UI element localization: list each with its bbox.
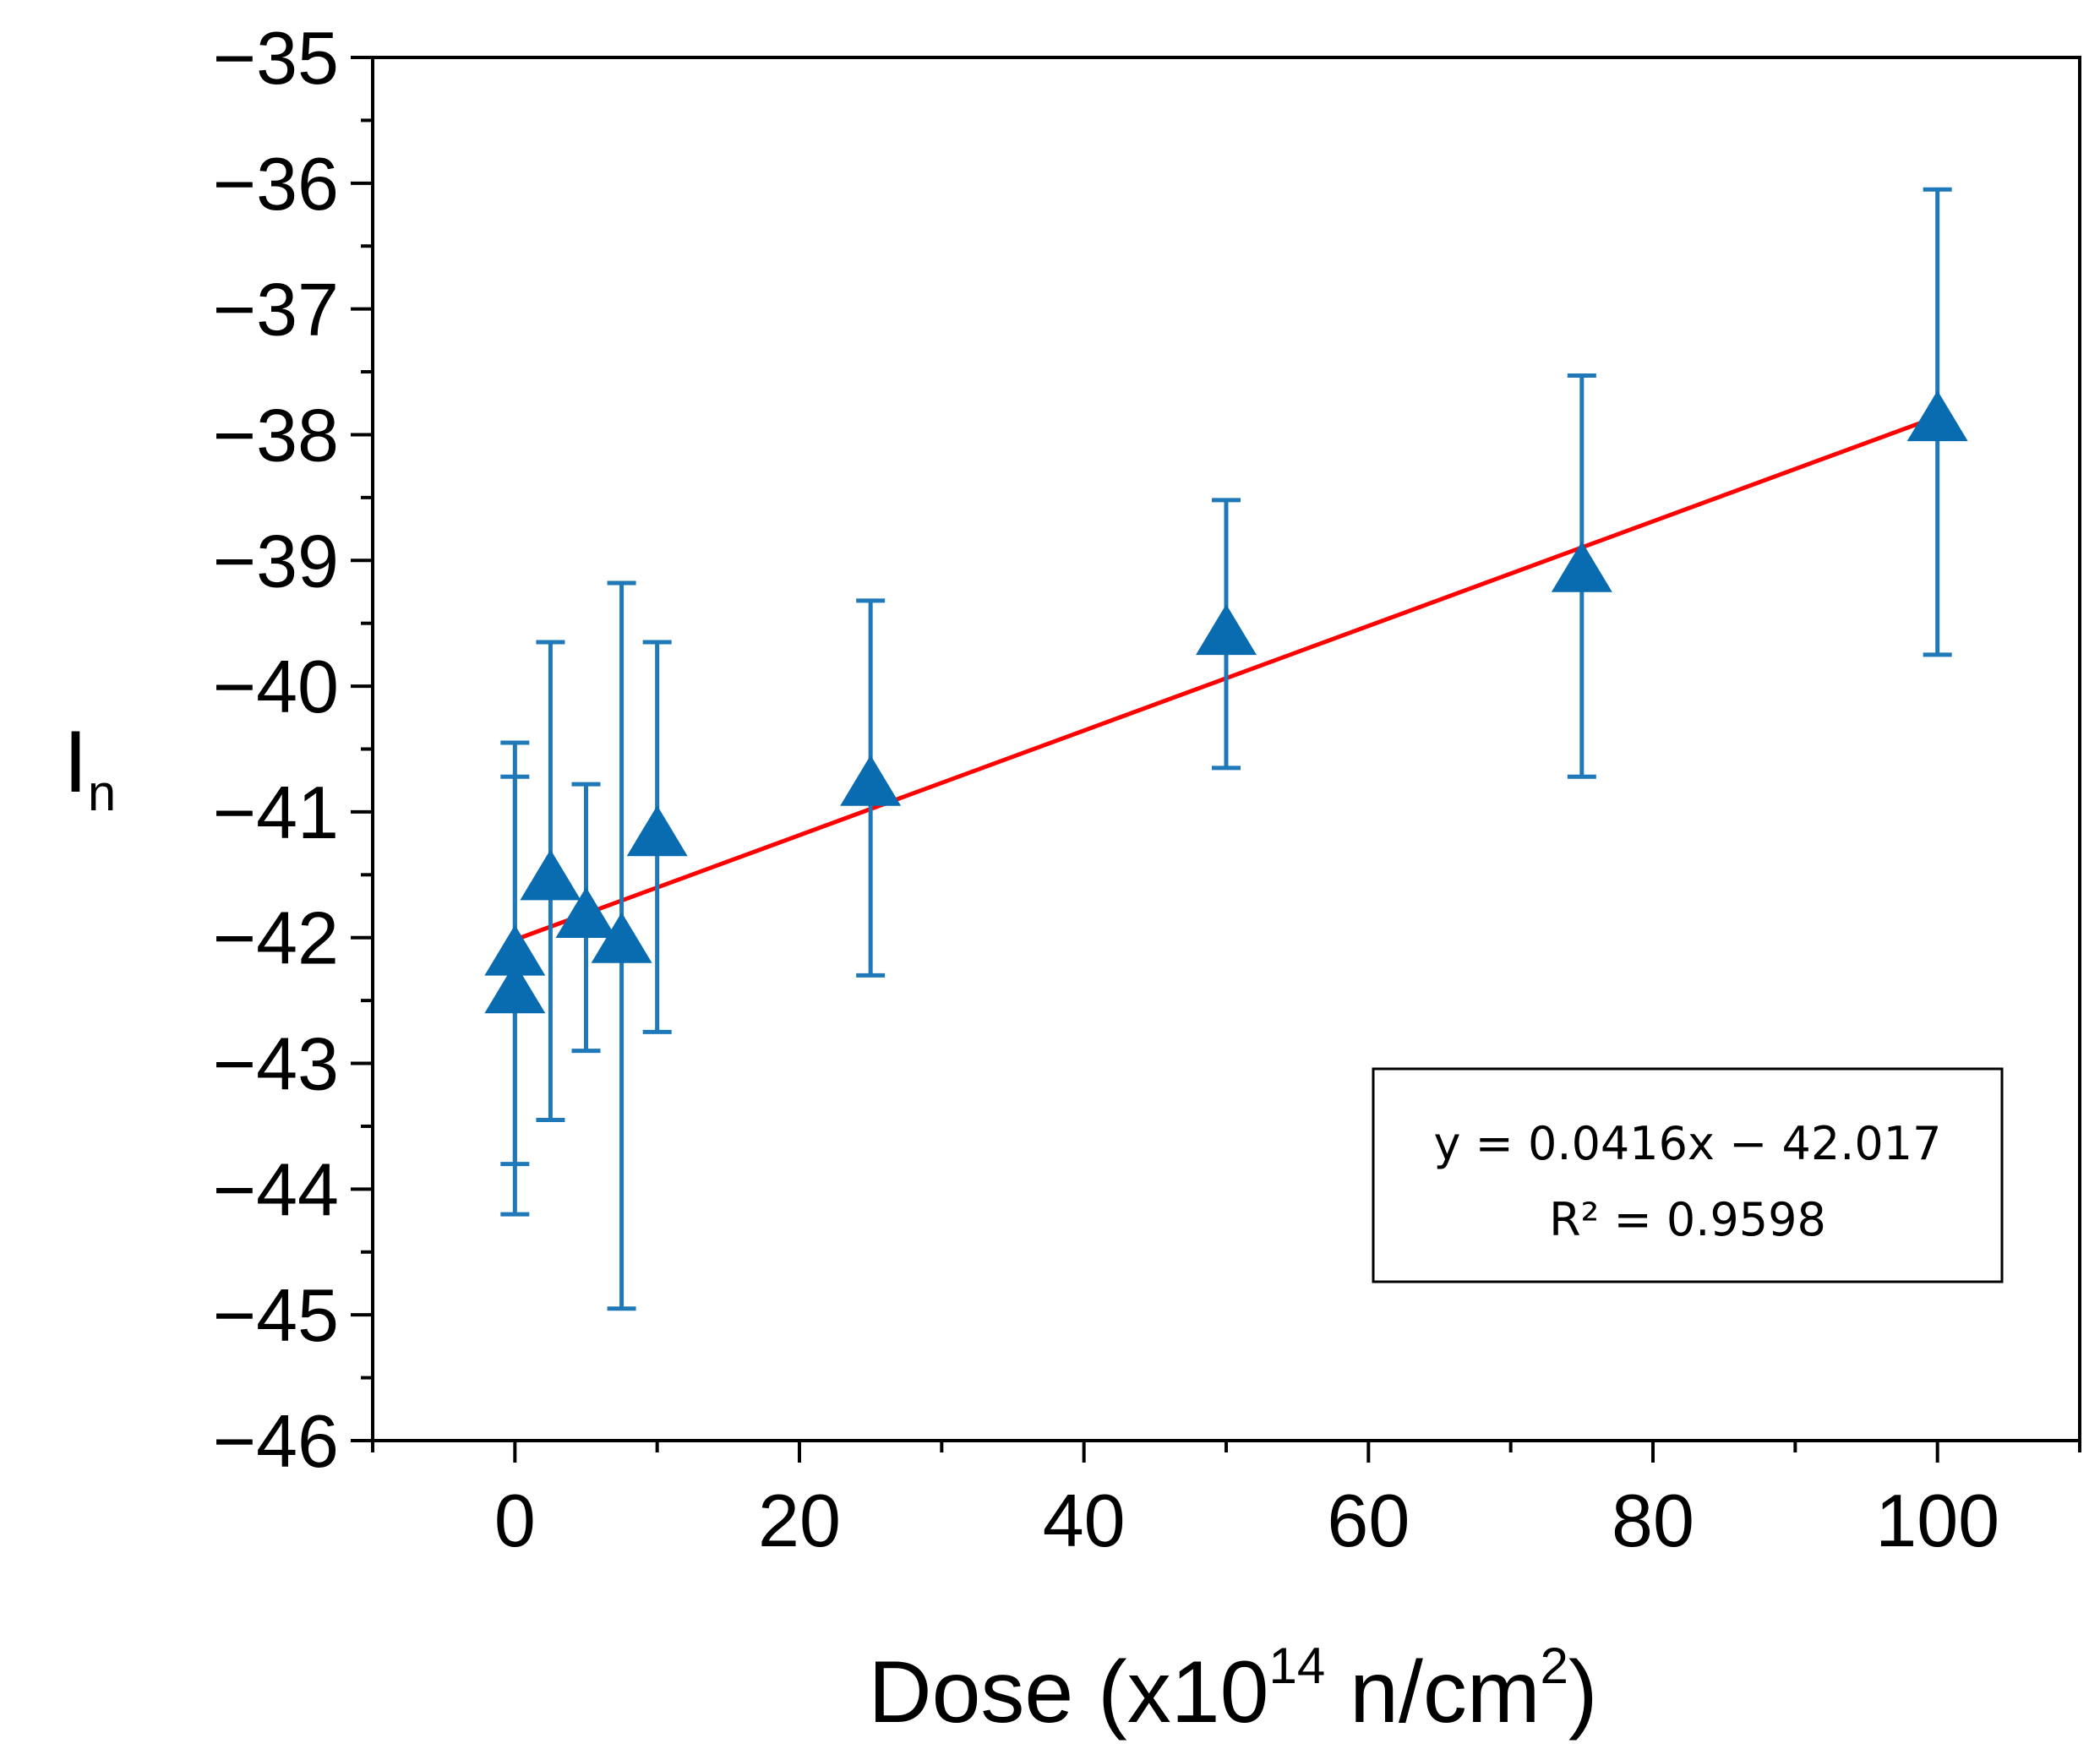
y-tick-label: −35 [213, 16, 339, 100]
y-tick-label: −41 [213, 771, 339, 854]
y-tick-label: −43 [213, 1022, 339, 1106]
x-axis-title-units: n/cm [1325, 1643, 1540, 1741]
x-axis-title-exponent: 14 [1268, 1637, 1325, 1694]
x-tick-label: 80 [1612, 1479, 1694, 1562]
y-tick-label: −40 [213, 645, 339, 728]
x-tick-label: 60 [1327, 1479, 1410, 1562]
y-tick-label: −37 [213, 268, 339, 351]
y-axis-ticks [351, 56, 373, 1442]
x-axis-title: Dose (x1014 n/cm2) [868, 1637, 1597, 1741]
data-point-triangle [626, 805, 688, 857]
data-point-triangle [840, 755, 902, 806]
data-point-triangle [1551, 541, 1612, 592]
data-point-triangle [1906, 390, 1968, 442]
data-point-triangle [1196, 604, 1257, 656]
equation-box [1372, 1067, 2004, 1283]
y-tick-label: −45 [213, 1273, 339, 1357]
data-markers [484, 390, 1968, 1014]
x-tick-label: 100 [1875, 1479, 1999, 1562]
data-point-triangle [484, 962, 546, 1014]
y-tick-label: −46 [213, 1399, 339, 1483]
y-tick-label: −36 [213, 142, 339, 226]
x-axis-tick-labels: 0 20 40 60 80 100 [494, 1479, 1999, 1562]
x-tick-label: 40 [1043, 1479, 1126, 1562]
y-tick-label: −39 [213, 519, 339, 602]
x-axis-ticks [371, 1441, 2081, 1463]
y-tick-label: −44 [213, 1147, 339, 1231]
x-axis-title-main: Dose (x10 [868, 1643, 1268, 1741]
y-axis-title-subscript: n [88, 765, 116, 821]
data-point-triangle [555, 886, 617, 938]
y-axis-title-main: I [63, 713, 88, 811]
data-point-triangle [484, 924, 546, 976]
y-axis-title: In [63, 713, 116, 821]
data-point-triangle [591, 912, 652, 963]
data-point-triangle [520, 849, 581, 901]
x-axis-title-exponent-2: 2 [1541, 1637, 1568, 1694]
y-tick-label: −42 [213, 896, 339, 980]
y-axis-tick-labels: −46 −45 −44 −43 −42 −41 −40 −39 −38 −37 −36 −35 [213, 16, 339, 1483]
x-tick-label: 0 [494, 1479, 536, 1562]
fit-equation: y = 0.0416x − 42.017 [1434, 1117, 1942, 1170]
fit-r-squared: R² = 0.9598 [1549, 1193, 1826, 1246]
x-tick-label: 20 [758, 1479, 841, 1562]
y-tick-label: −38 [213, 393, 339, 477]
x-axis-title-close: ) [1568, 1643, 1598, 1741]
